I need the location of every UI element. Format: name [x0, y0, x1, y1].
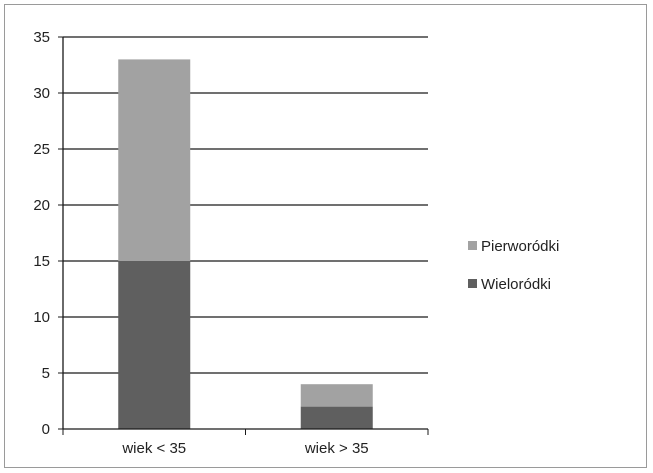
legend-swatch	[468, 241, 477, 250]
grid-lines	[63, 36, 428, 374]
y-tick-label: 0	[42, 421, 50, 438]
y-tick-label: 30	[33, 85, 50, 102]
y-tick-labels: 0 5 10 15 20 25 30 35	[33, 29, 50, 438]
bars	[118, 59, 373, 429]
x-tick-labels: wiek < 35 wiek > 35	[121, 440, 368, 457]
legend-label: Pierworódki	[481, 238, 559, 255]
bar-pierworódki-1	[300, 384, 373, 407]
x-tick-label: wiek < 35	[121, 440, 186, 457]
bar-pierworódki-0	[118, 59, 191, 262]
bar-wieloródki-1	[300, 406, 373, 429]
legend-swatch	[468, 279, 477, 288]
bar-wieloródki-0	[118, 261, 191, 429]
y-tick-label: 20	[33, 197, 50, 214]
x-tick-label: wiek > 35	[304, 440, 369, 457]
y-tick-label: 10	[33, 309, 50, 326]
y-tick-label: 25	[33, 141, 50, 158]
axes	[58, 36, 429, 435]
y-tick-label: 35	[33, 29, 50, 46]
y-tick-label: 15	[33, 253, 50, 270]
legend-label: Wieloródki	[481, 276, 551, 293]
legend: Pierworódki Wieloródki	[468, 238, 559, 293]
y-tick-label: 5	[42, 365, 50, 382]
